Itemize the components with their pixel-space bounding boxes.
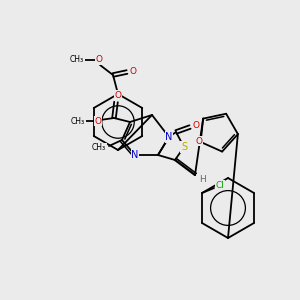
Text: CH₃: CH₃ [71, 116, 85, 125]
Text: H: H [199, 175, 206, 184]
Text: N: N [165, 132, 173, 142]
Text: S: S [181, 142, 187, 152]
Text: Cl: Cl [216, 181, 224, 190]
Text: O: O [94, 116, 101, 125]
Text: CH₃: CH₃ [70, 56, 84, 64]
Text: O: O [95, 56, 103, 64]
Text: O: O [195, 136, 202, 146]
Text: O: O [130, 67, 136, 76]
Text: CH₃: CH₃ [92, 143, 106, 152]
Text: O: O [115, 91, 122, 100]
Text: O: O [193, 121, 200, 130]
Text: N: N [131, 150, 139, 160]
